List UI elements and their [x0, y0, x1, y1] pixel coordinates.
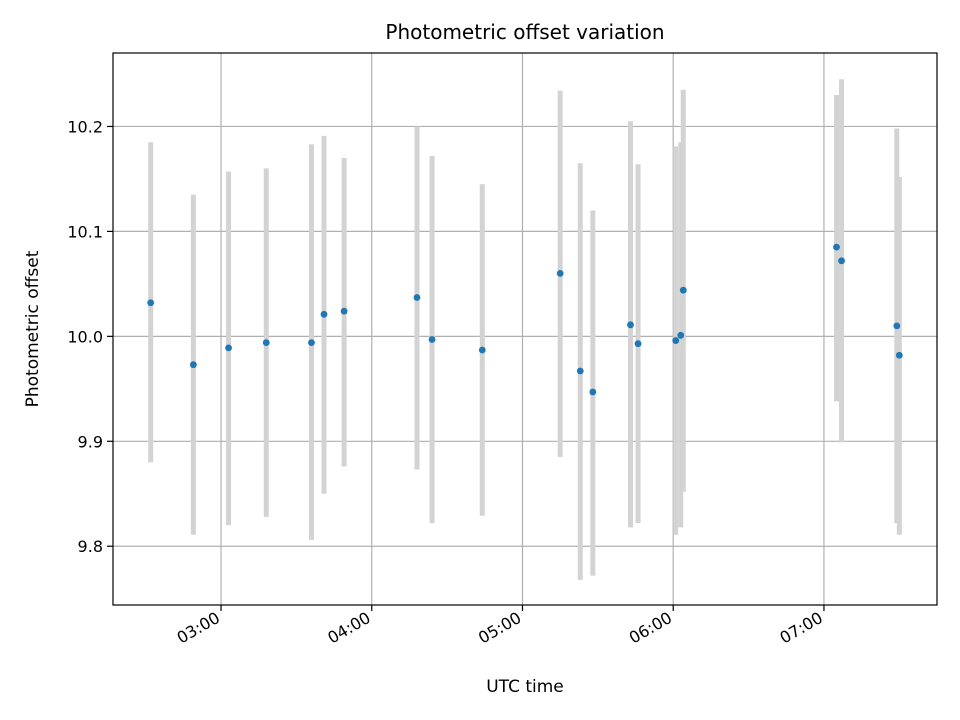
data-point [428, 336, 436, 343]
grid-lines [113, 53, 937, 605]
data-point [833, 243, 840, 251]
y-axis-label: Photometric offset [23, 250, 43, 407]
data-point [895, 351, 903, 359]
y-axis-ticks: 9.8 9.9 10.0 10.1 10.2 [67, 117, 113, 556]
data-point [147, 299, 155, 307]
data-point [838, 257, 845, 265]
y-tick-label: 10.0 [67, 327, 103, 346]
data-point [262, 339, 270, 347]
y-tick-label: 10.2 [67, 117, 103, 136]
y-tick-label: 9.9 [78, 432, 103, 451]
x-tick-label: 05:00 [475, 608, 524, 648]
data-point [225, 344, 232, 352]
data-point [893, 322, 901, 330]
data-point [413, 294, 421, 301]
data-point [556, 269, 564, 277]
data-point [576, 367, 584, 375]
data-point [634, 340, 642, 348]
data-point [308, 339, 315, 347]
data-point [320, 310, 328, 318]
chart-title: Photometric offset variation [385, 20, 664, 44]
y-tick-label: 10.1 [67, 222, 103, 241]
data-point [672, 337, 680, 344]
x-axis-ticks: 03:00 04:00 05:00 06:00 07:00 [174, 605, 826, 648]
data-point [340, 307, 348, 315]
data-point [677, 331, 685, 339]
data-point [589, 388, 597, 396]
y-tick-label: 9.8 [78, 537, 103, 556]
data-point [478, 346, 486, 354]
data-point [679, 286, 687, 294]
data-point [627, 321, 634, 329]
x-axis-label: UTC time [486, 677, 564, 697]
x-tick-label: 07:00 [777, 608, 826, 648]
x-tick-label: 03:00 [174, 608, 223, 648]
data-points [147, 243, 903, 396]
plot-area-frame [112, 52, 938, 606]
error-bars [148, 79, 902, 580]
x-tick-label: 04:00 [324, 608, 373, 648]
x-tick-label: 06:00 [626, 608, 675, 648]
data-point [189, 361, 197, 369]
